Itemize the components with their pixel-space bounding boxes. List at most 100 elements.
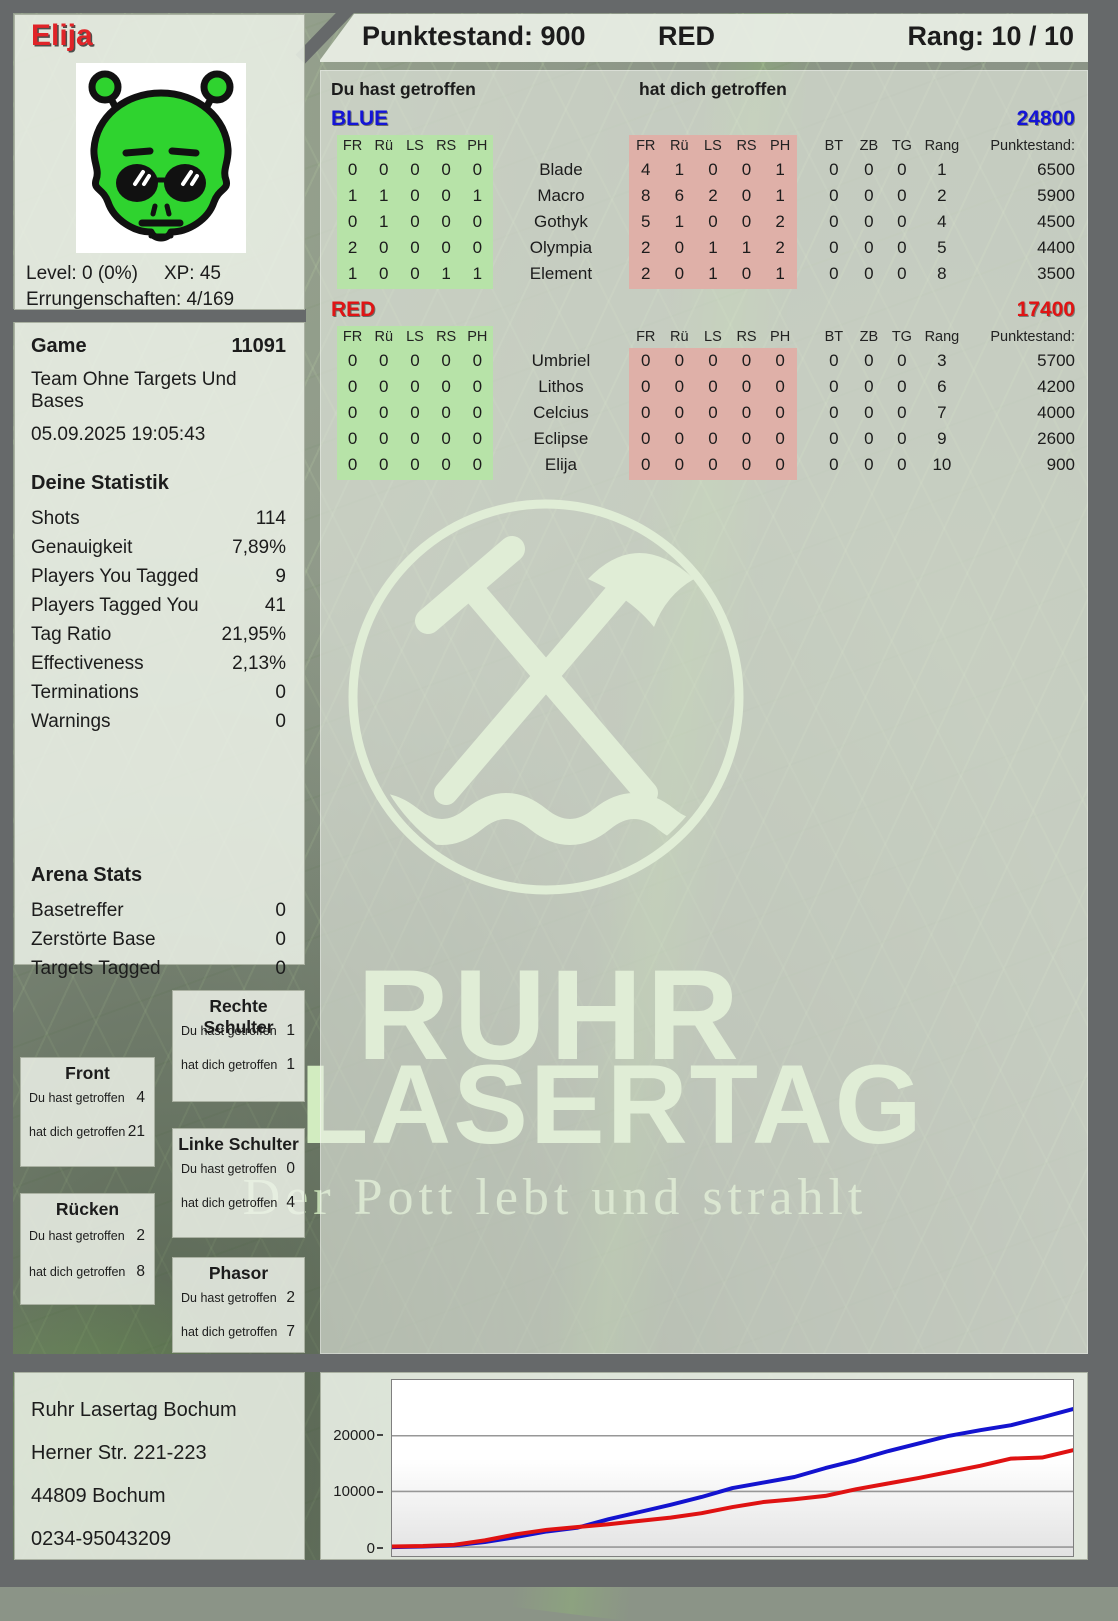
address-line: Ruhr Lasertag Bochum [31,1399,237,1421]
hit-you-value: 7 [286,1323,295,1340]
you-hit-label: Du hast getroffen [181,1024,277,1038]
chart-line-blue [392,1407,1073,1550]
col-header: Rü [670,138,689,154]
stat-cell: 0 [864,403,874,422]
you-hit-cell: 0 [347,429,358,448]
score-cell: 3500 [1037,264,1075,283]
stat-value: 41 [264,594,286,616]
stat-cell: 1 [937,160,947,179]
tick-mark-icon [377,1547,383,1549]
col-header: PH [467,138,488,154]
score-chart-panel: 0 10000 20000 [320,1372,1088,1560]
hit-you-cell: 0 [674,429,685,448]
team-table: FR Rü LS RS PH FR Rü LS RS PH BT ZB TG Rang Punktestan… [321,135,1087,287]
col-header: Punktestand: [990,329,1075,345]
address-panel: Ruhr Lasertag Bochum Herner Str. 221-223 4… [14,1372,305,1560]
stat-cell: 0 [897,160,907,179]
frame-top [0,0,1118,13]
you-hit-cell: 0 [441,160,451,179]
stat-value: 7,89% [232,536,286,558]
col-header: FR [636,138,656,154]
game-datetime: 05.09.2025 19:05:43 [31,424,206,445]
player-name-cell: Celcius [533,403,589,422]
stat-value: 9 [275,565,286,587]
hit-you-cell: 0 [674,403,685,422]
hit-you-label: hat dich getroffen [29,1265,126,1279]
player-row: 1 1 0 0 1 Macro 8 6 2 0 1 0 0 0 2 5900 [321,183,1087,209]
table-row: FR Rü LS RS PH FR Rü LS RS PH BT ZB TG Rang Punktestan… [321,135,1087,157]
stat-cell: 0 [897,238,907,257]
body-panel-front: Front Du hast getroffen 4 hat dich getrof… [20,1057,155,1167]
arena-rows: Basetreffer 0 Zerstörte Base 0 Targets Tagge… [31,896,286,983]
game-mode: Team Ohne Targets Und Bases [31,369,237,412]
col-header: PH [467,329,488,345]
stat-label: Shots [31,507,80,529]
hit-you-cell: 1 [708,238,718,257]
body-panel-title: Linke Schulter [178,1134,299,1154]
you-hit-cell: 1 [379,186,389,205]
score-cell: 4400 [1037,238,1075,257]
divider-band-left [0,309,306,322]
player-name-cell: Eclipse [533,429,589,448]
col-header: Rang [924,329,960,345]
stat-row: Zerstörte Base 0 [31,925,286,954]
table-row: FR Rü LS RS PH FR Rü LS RS PH BT ZB TG Rang Punktestan… [321,326,1087,348]
hit-you-cell: 1 [708,264,718,283]
col-header: RS [736,329,757,345]
col-header: FR [342,329,363,345]
game-title: Game [31,335,87,357]
stat-label: Genauigkeit [31,536,133,558]
alien-avatar [76,63,246,253]
chart-line-red [392,1448,1073,1549]
stat-cell: 0 [897,351,907,370]
hit-you-cell: 0 [741,264,752,283]
hit-you-cell: 5 [641,212,651,231]
stats-panel: Game 11091 Team Ohne Targets Und Bases 0… [14,322,305,979]
hit-you-cell: 2 [708,186,718,205]
hit-you-label: hat dich getroffen [29,1125,126,1139]
col-header: TG [891,329,912,345]
hit-you-cell: 0 [674,455,685,474]
stat-label: Warnings [31,710,111,732]
body-panel-row: hat dich getroffen 8 [29,1260,145,1284]
player-row: 0 0 0 0 0 Umbriel 0 0 0 0 0 0 0 0 3 5700 [321,348,1087,374]
you-hit-cell: 1 [379,212,389,231]
player-name-cell: Umbriel [531,351,591,370]
team-table: FR Rü LS RS PH FR Rü LS RS PH BT ZB TG Rang Punktestan… [321,326,1087,478]
stat-cell: 0 [897,455,907,474]
col-header: RS [736,138,757,154]
you-hit-cell: 0 [472,238,483,257]
col-header: BT [824,138,844,154]
stat-cell: 0 [864,455,874,474]
hit-you-cell: 0 [741,186,752,205]
stat-cell: 0 [829,212,839,231]
you-hit-cell: 0 [379,160,389,179]
hit-you-cell: 0 [708,212,718,231]
hit-you-label: hat dich getroffen [181,1196,278,1210]
hit-you-cell: 0 [641,351,651,370]
score-tables-panel: Du hast getroffen hat dich getroffen BLU… [320,70,1088,1354]
col-header: BT [824,329,844,345]
col-header: FR [636,329,656,345]
you-hit-cell: 0 [472,160,483,179]
you-hit-value: 1 [286,1022,295,1039]
body-panel-row: Du hast getroffen 0 [181,1157,295,1181]
body-panel-row: hat dich getroffen 7 [181,1320,295,1344]
stat-cell: 0 [897,186,907,205]
col-header: Punktestand: [990,138,1075,154]
stat-cell: 0 [897,403,907,422]
stat-value: 114 [255,507,286,529]
you-hit-cell: 0 [441,455,451,474]
you-hit-block [337,326,493,480]
player-row: 0 1 0 0 0 Gothyk 5 1 0 0 2 0 0 0 4 4500 [321,209,1087,235]
hit-you-cell: 0 [641,377,651,396]
address-lines: Ruhr Lasertag Bochum Herner Str. 221-223 4… [31,1389,304,1561]
hit-you-cell: 1 [775,186,785,205]
hit-you-cell: 0 [775,351,785,370]
hit-you-cell: 0 [708,351,718,370]
you-hit-header: Du hast getroffen [331,79,476,99]
tick-mark-icon [377,1434,383,1437]
level-label: Level: 0 (0%) [26,263,138,284]
arena-title: Arena Stats [31,864,143,886]
score-cell: 5700 [1037,351,1075,370]
